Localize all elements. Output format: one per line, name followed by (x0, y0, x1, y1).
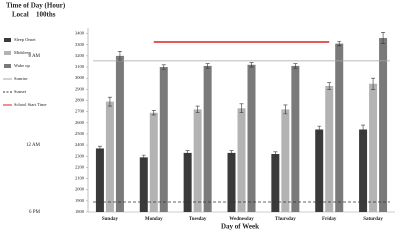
y-tick-label: 2700 (75, 109, 85, 114)
error-bar (97, 145, 102, 151)
bar (247, 64, 256, 212)
y-tick-label: 3200 (75, 53, 85, 58)
bar (359, 129, 368, 212)
error-bar (249, 62, 254, 68)
error-bar (293, 63, 298, 69)
bar (227, 152, 236, 212)
x-tick-label: Friday (322, 217, 337, 222)
error-bar (337, 41, 342, 47)
bar (271, 154, 280, 212)
chart-title: Time of Day (Hour) (6, 2, 66, 10)
y-tick-label: 2500 (75, 131, 85, 136)
error-bar (107, 96, 112, 107)
legend-label: Sunset (14, 89, 27, 94)
legend-label: Sunrise (14, 76, 28, 81)
y-tick-label: 1800 (75, 209, 85, 214)
bar (105, 101, 114, 212)
y-tick-label: 3000 (75, 75, 85, 80)
x-tick-label: Thursday (275, 217, 296, 222)
y-tick-label: 3400 (75, 31, 85, 36)
y-tick-label: 2800 (75, 98, 85, 103)
bar (115, 55, 124, 213)
error-bar (151, 110, 156, 116)
bar (203, 65, 212, 212)
y-tick-label: 2300 (75, 153, 85, 158)
error-bar (317, 125, 322, 134)
y-tick-label: 3300 (75, 42, 85, 47)
error-bar (117, 51, 122, 61)
x-axis-label: Day of Week (221, 223, 259, 231)
bar (149, 112, 158, 212)
bar (237, 108, 246, 212)
x-tick-label: Saturday (363, 217, 383, 222)
bar (369, 83, 378, 213)
bar (291, 65, 300, 212)
bar (335, 43, 344, 212)
error-bar (327, 82, 332, 90)
axis-header: 100ths (36, 11, 56, 19)
x-tick-label: Monday (145, 217, 163, 222)
y-tick-label: 3100 (75, 64, 85, 69)
error-bar (381, 32, 386, 44)
legend-swatch (4, 51, 11, 55)
y-tick-label: 2600 (75, 120, 85, 125)
legend-label: Midsleep (14, 50, 31, 55)
bar (139, 157, 148, 212)
error-bar (141, 154, 146, 160)
legend-label: School Start Time (14, 102, 47, 107)
bar (325, 85, 334, 212)
local-tick-label: 6 PM (29, 210, 41, 215)
chart: Time of Day (Hour) Local 100ths Day of W… (3, 2, 395, 231)
error-bar (229, 150, 234, 156)
error-bar (361, 124, 366, 135)
y-tick-label: 1900 (75, 198, 85, 203)
error-bar (239, 103, 244, 114)
y-tick-label: 2900 (75, 86, 85, 91)
bar (193, 109, 202, 212)
bar (379, 38, 388, 212)
error-bar (371, 77, 376, 90)
bar (95, 148, 104, 212)
y-tick-label: 2000 (75, 187, 85, 192)
error-bar (185, 150, 190, 156)
error-bar (205, 63, 210, 69)
bar (315, 129, 324, 212)
bar (281, 109, 290, 212)
error-bar (283, 104, 288, 115)
legend-label: Wake up (14, 63, 31, 68)
axis-header: Local (12, 11, 29, 19)
bar (183, 152, 192, 212)
y-tick-label: 2400 (75, 142, 85, 147)
y-tick-label: 2200 (75, 164, 85, 169)
error-bar (195, 105, 200, 114)
local-tick-label: 8 AM (28, 54, 40, 59)
bar (159, 67, 168, 212)
y-tick-label: 2100 (75, 176, 85, 181)
legend-swatch (4, 64, 11, 68)
x-tick-label: Sunday (102, 217, 119, 222)
error-bar (161, 64, 166, 70)
local-tick-label: 12 AM (26, 143, 41, 148)
error-bar (273, 151, 278, 157)
legend-label: Sleep Onset (14, 37, 36, 42)
x-tick-label: Tuesday (189, 217, 207, 222)
legend-swatch (4, 38, 11, 42)
x-tick-label: Wednesday (229, 217, 254, 222)
